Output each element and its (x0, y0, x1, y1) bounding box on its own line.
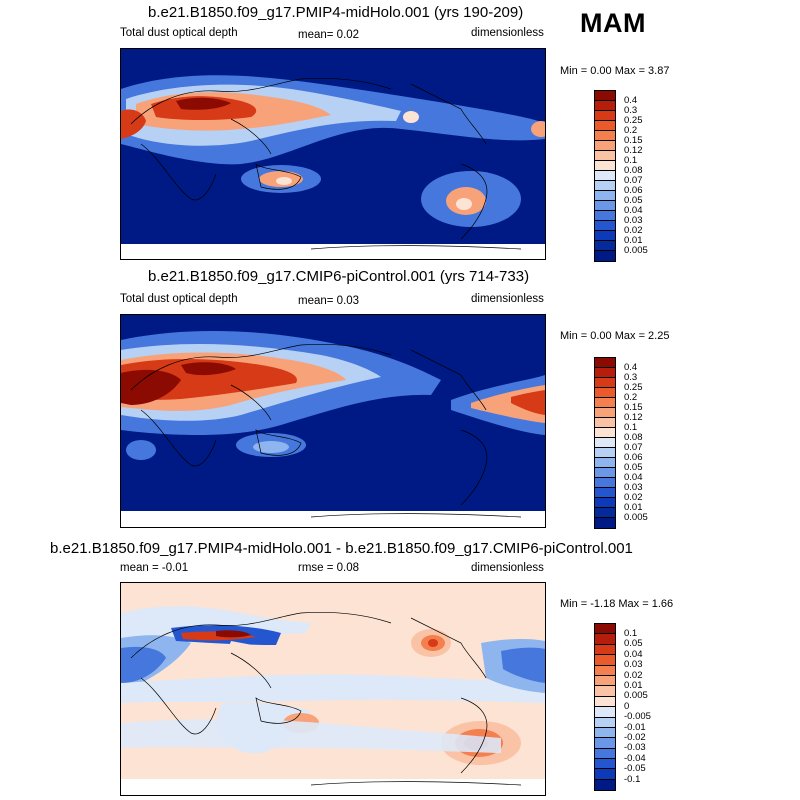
panel3-minmax-label: Min = -1.18 Max = 1.66 (560, 598, 674, 610)
panel3-colorbar-label: 0 (624, 701, 630, 712)
panel3-colorbar-label: 0.1 (624, 628, 638, 639)
panel1-units-label: dimensionless (471, 27, 544, 39)
panel2-minmax-label: Min = 0.00 Max = 2.25 (560, 330, 670, 342)
panel2-colorbar (594, 357, 616, 529)
panel1-colorbar-label: 0.15 (624, 135, 643, 146)
panel2-colorbar-label: 0.4 (624, 362, 638, 373)
panel1-colorbar-label: 0.06 (624, 185, 643, 196)
panel3-colorbar-label: -0.04 (624, 753, 646, 764)
panel2-colorbar-label: 0.04 (624, 472, 643, 483)
panel3-colorbar-label: -0.005 (624, 711, 651, 722)
panel1-colorbar-label: 0.25 (624, 115, 643, 126)
panel1-colorbar-label: 0.04 (624, 205, 643, 216)
panel2-colorbar-label: 0.02 (624, 492, 643, 503)
panel2-colorbar-label: 0.01 (624, 502, 643, 513)
panel1-map (120, 48, 546, 260)
panel2-colorbar-label: 0.05 (624, 462, 643, 473)
panel1-colorbar-label: 0.01 (624, 235, 643, 246)
panel3-title: b.e21.B1850.f09_g17.PMIP4-midHolo.001 - … (50, 540, 633, 557)
panel3-colorbar-label: 0.05 (624, 638, 643, 649)
panel3-colorbar-label: 0.01 (624, 680, 643, 691)
panel2-mean-label: mean= 0.03 (298, 295, 360, 307)
panel3-colorbar-label: -0.1 (624, 774, 641, 785)
panel3-colorbar-label: -0.01 (624, 722, 646, 733)
panel1-colorbar-label: 0.3 (624, 105, 638, 116)
panel2-colorbar-label: 0.3 (624, 372, 638, 383)
panel3-colorbar-label: 0.005 (624, 690, 648, 701)
panel1-colorbar-label: 0.1 (624, 155, 638, 166)
panel2-colorbar-label: 0.06 (624, 452, 643, 463)
panel3-map (120, 582, 546, 796)
panel2-colorbar-label: 0.2 (624, 392, 638, 403)
panel1-mean-label: mean= 0.02 (298, 29, 360, 41)
panel3-colorbar-label: -0.05 (624, 763, 646, 774)
panel2-title: b.e21.B1850.f09_g17.CMIP6-piControl.001 … (148, 268, 530, 285)
panel1-colorbar-label: 0.005 (624, 245, 648, 256)
panel3-colorbar (594, 623, 616, 792)
panel1-title: b.e21.B1850.f09_g17.PMIP4-midHolo.001 (y… (148, 4, 524, 21)
panel2-colorbar-label: 0.08 (624, 432, 643, 443)
panel1-colorbar-label: 0.05 (624, 195, 643, 206)
panel3-colorbar-label: 0.04 (624, 649, 643, 660)
panel2-map (120, 314, 546, 528)
panel2-colorbar-label: 0.25 (624, 382, 643, 393)
panel2-colorbar-label: 0.1 (624, 422, 638, 433)
panel2-colorbar-label: 0.03 (624, 482, 643, 493)
panel3-colorbar-label: -0.02 (624, 732, 646, 743)
panel3-rmse-label: rmse = 0.08 (298, 562, 360, 574)
panel1-colorbar-label: 0.4 (624, 95, 638, 106)
panel2-units-label: dimensionless (471, 293, 544, 305)
panel1-colorbar (594, 90, 616, 262)
panel1-colorbar-label: 0.02 (624, 225, 643, 236)
panel2-colorbar-label: 0.005 (624, 512, 648, 523)
panel3-colorbar-label: 0.02 (624, 670, 643, 681)
panel3-colorbar-label: 0.03 (624, 659, 643, 670)
season-label: MAM (580, 8, 646, 38)
panel2-variable-label: Total dust optical depth (120, 293, 238, 305)
panel2-colorbar-label: 0.12 (624, 412, 643, 423)
panel1-colorbar-label: 0.08 (624, 165, 643, 176)
panel3-mean-label: mean = -0.01 (120, 562, 189, 574)
panel3-colorbar-label: -0.03 (624, 742, 646, 753)
panel1-minmax-label: Min = 0.00 Max = 3.87 (560, 65, 670, 77)
panel3-units-label: dimensionless (471, 562, 544, 574)
panel1-variable-label: Total dust optical depth (120, 27, 238, 39)
panel1-colorbar-label: 0.07 (624, 175, 643, 186)
panel1-colorbar-label: 0.12 (624, 145, 643, 156)
panel1-colorbar-label: 0.03 (624, 215, 643, 226)
panel2-colorbar-label: 0.15 (624, 402, 643, 413)
panel1-colorbar-label: 0.2 (624, 125, 638, 136)
panel2-colorbar-label: 0.07 (624, 442, 643, 453)
